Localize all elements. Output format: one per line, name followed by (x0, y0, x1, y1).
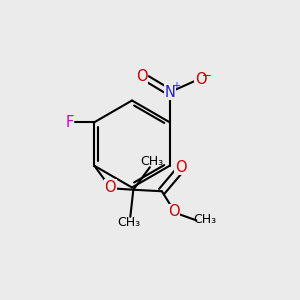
Text: N: N (164, 85, 175, 100)
Text: F: F (65, 115, 74, 130)
Text: CH₃: CH₃ (193, 213, 216, 226)
Text: O: O (136, 69, 148, 84)
Text: −: − (202, 69, 212, 82)
Text: CH₃: CH₃ (140, 155, 163, 168)
Text: CH₃: CH₃ (117, 216, 140, 229)
Text: O: O (195, 72, 206, 87)
Text: O: O (168, 205, 180, 220)
Text: O: O (104, 180, 116, 195)
Text: O: O (175, 160, 187, 175)
Text: +: + (172, 81, 180, 91)
